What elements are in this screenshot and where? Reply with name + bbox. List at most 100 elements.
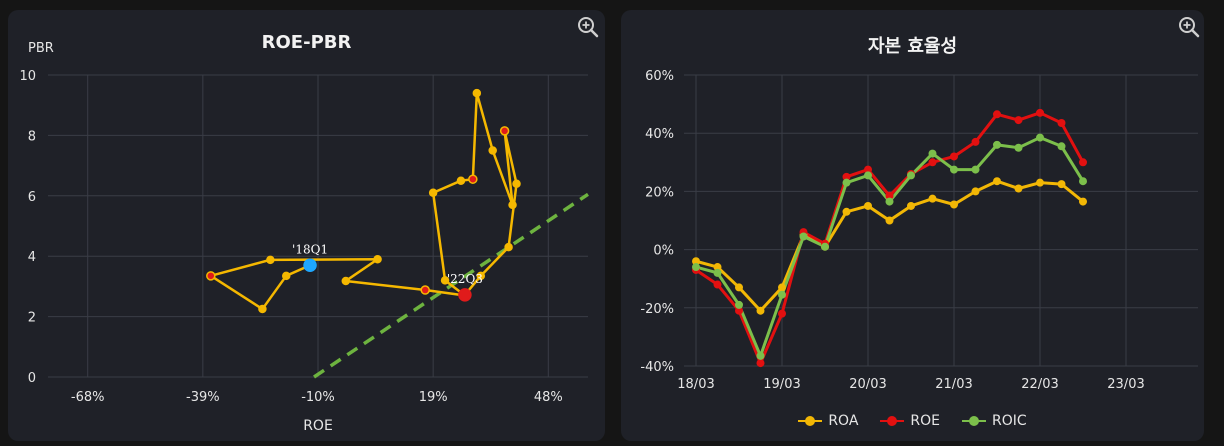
- y-tick-label: -20%: [640, 302, 674, 317]
- series-point-roic: [778, 290, 786, 299]
- start-point-label: '18Q1: [292, 242, 328, 256]
- x-tick-label: -10%: [301, 390, 335, 405]
- legend-label: ROIC: [992, 413, 1027, 429]
- series-point-roe: [971, 137, 980, 146]
- x-tick-label: 23/03: [1107, 377, 1144, 392]
- data-point: [428, 188, 438, 198]
- x-tick-label: 21/03: [935, 377, 972, 392]
- y-tick-label: -40%: [640, 360, 674, 375]
- panel-title: 자본 효율성: [867, 36, 958, 57]
- series-point-roic: [692, 263, 700, 272]
- series-point-roe: [950, 152, 958, 161]
- series-point-roic: [842, 178, 851, 187]
- series-point-roa: [756, 306, 765, 315]
- y-axis-label: PBR: [28, 41, 54, 56]
- data-point: [341, 276, 351, 286]
- series-point-roe: [778, 309, 786, 318]
- series-point-roa: [778, 283, 786, 292]
- y-tick-label: 8: [28, 129, 36, 144]
- panel-title: ROE-PBR: [261, 32, 352, 53]
- x-tick-label: -68%: [71, 390, 105, 405]
- series-point-roic: [885, 197, 894, 206]
- series-point-roa: [713, 263, 722, 272]
- data-point: [499, 126, 510, 136]
- series-point-roic: [993, 140, 1001, 149]
- y-tick-label: 40%: [645, 127, 674, 142]
- legend-item-roic[interactable]: ROIC: [962, 413, 1027, 429]
- series-point-roic: [756, 351, 765, 360]
- x-tick-label: 19/03: [763, 377, 800, 392]
- series-point-roa: [993, 177, 1001, 186]
- y-tick-label: 60%: [645, 69, 674, 84]
- data-point: [476, 271, 486, 281]
- legend-item-roe[interactable]: ROE: [880, 413, 940, 429]
- data-point: [508, 200, 517, 210]
- series-line-roe: [695, 111, 1085, 365]
- roe-pbr-panel: ROE-PBR 0 2 4 6 8 10 -68% -39% -10% 19% 48% PBR ROE '…: [8, 10, 605, 441]
- x-tick-label: -39%: [186, 390, 220, 405]
- y-tick-label: 0%: [653, 244, 674, 259]
- y-tick-label: 0: [28, 371, 36, 386]
- data-point: [373, 254, 382, 264]
- series-line-roic: [695, 136, 1085, 358]
- zoom-in-icon[interactable]: [577, 16, 599, 38]
- series-point-roa: [864, 201, 872, 210]
- series-point-roa: [842, 207, 851, 216]
- series-point-roe: [864, 165, 872, 174]
- data-point: [420, 285, 430, 295]
- data-point: [303, 258, 317, 273]
- legend-symbol: [880, 415, 905, 427]
- legend-label: ROE: [910, 413, 940, 429]
- series-point-roe: [735, 306, 743, 315]
- zoom-in-icon[interactable]: [1178, 16, 1200, 38]
- data-point: [266, 255, 275, 265]
- series-point-roic: [799, 232, 808, 241]
- legend-item-roa[interactable]: ROA: [798, 413, 858, 429]
- data-point: [488, 146, 497, 155]
- x-tick-label: 20/03: [849, 377, 886, 392]
- data-point: [258, 304, 267, 314]
- series-point-roe: [756, 359, 765, 368]
- chart-legend[interactable]: ROA ROE ROIC: [621, 413, 1204, 429]
- x-axis-label: ROE: [303, 418, 333, 434]
- series-point-roa: [928, 194, 937, 203]
- series-point-roa: [692, 257, 700, 266]
- series-point-roe: [1057, 119, 1066, 128]
- series-point-roe: [1014, 116, 1023, 125]
- series-point-roic: [1014, 143, 1023, 152]
- y-tick-label: 2: [28, 311, 36, 326]
- series-point-roa: [1036, 178, 1044, 187]
- series-point-roa: [1057, 180, 1066, 189]
- series-point-roa: [1014, 184, 1023, 193]
- series-point-roe: [1079, 158, 1087, 167]
- capital-efficiency-panel: 자본 효율성 -40% -20% 0% 20% 40% 60% 18/03 19/03 20/0…: [621, 10, 1204, 441]
- series-point-roe: [928, 158, 937, 167]
- legend-symbol: [962, 415, 986, 427]
- end-point-label: '22Q3: [447, 272, 483, 286]
- data-point: [472, 88, 482, 98]
- series-point-roe: [842, 172, 851, 181]
- series-point-roic: [1036, 133, 1044, 142]
- series-point-roic: [971, 165, 980, 174]
- series-point-roa: [950, 200, 958, 209]
- series-point-roa: [735, 283, 743, 292]
- data-point: [206, 271, 216, 281]
- legend-symbol: [798, 415, 823, 427]
- series-point-roic: [1079, 177, 1087, 186]
- series-point-roe: [1036, 108, 1044, 117]
- y-tick-label: 4: [28, 250, 36, 265]
- data-point: [468, 174, 478, 184]
- y-tick-label: 20%: [645, 185, 674, 200]
- series-point-roic: [713, 268, 722, 277]
- x-tick-label: 48%: [534, 390, 563, 405]
- series-point-roic: [864, 171, 872, 180]
- data-point: [456, 176, 466, 185]
- roe-pbr-chart: 0 2 4 6 8 10 -68% -39% -10% 19% 48% PBR ROE '18Q1 '22Q…: [19, 41, 589, 434]
- legend-label: ROA: [828, 413, 859, 429]
- x-tick-label: 22/03: [1021, 377, 1058, 392]
- series-point-roic: [907, 171, 915, 180]
- series-point-roic: [1057, 142, 1066, 151]
- series-point-roic: [821, 242, 829, 251]
- series-point-roe: [993, 110, 1001, 119]
- series-point-roic: [735, 300, 743, 309]
